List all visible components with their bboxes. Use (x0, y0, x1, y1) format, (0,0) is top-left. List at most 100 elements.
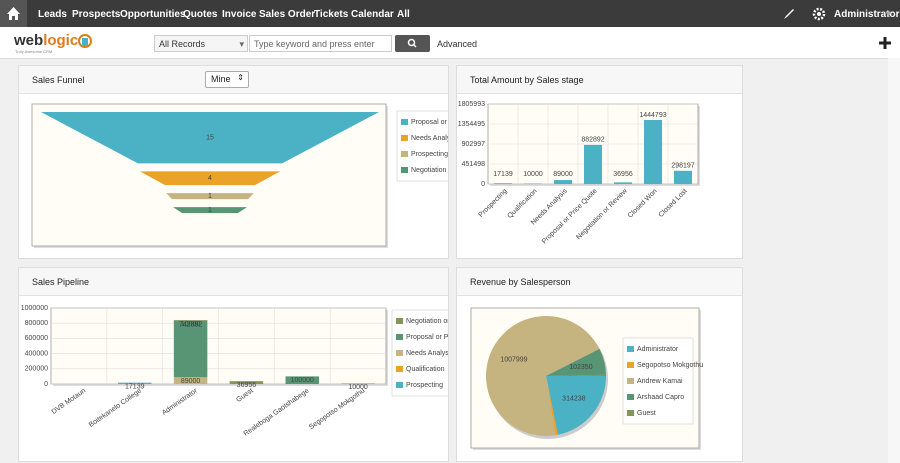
add-button[interactable] (878, 36, 892, 50)
nav-item[interactable]: Leads (38, 9, 67, 20)
panel-title: Sales Pipeline (32, 277, 90, 287)
legend-label: Guest (637, 410, 656, 417)
legend-label: Proposal or Pric (411, 119, 448, 126)
value-label: 89000 (181, 378, 201, 385)
nav-item[interactable]: Sales Order (259, 9, 316, 20)
select-caret: ▾ (239, 39, 244, 49)
x-tick-label: Closed Won (627, 188, 659, 220)
nav-item[interactable]: Prospects (72, 9, 121, 20)
y-tick-label: 0 (481, 181, 485, 188)
y-tick-label: 400000 (25, 350, 48, 357)
value-label: 17139 (493, 171, 513, 178)
value-label: 1 (208, 207, 212, 214)
legend-swatch (627, 378, 634, 384)
legend-swatch (396, 318, 403, 324)
legend-swatch (401, 135, 408, 141)
panel-sales-funnel: Sales Funnel Mine ⇕ 15 4 1 1 Proposal or Pric… (18, 65, 449, 259)
user-caret: ▾ (886, 9, 892, 20)
value-label: 10000 (523, 171, 543, 178)
legend-label: Negotiation or R (411, 167, 448, 174)
legend-swatch (401, 151, 408, 157)
search-button[interactable] (395, 35, 430, 52)
search-placeholder: Type keyword and press enter (254, 39, 375, 49)
pie-slice (546, 376, 606, 435)
logo-tagline: Truly Awesome CRM (15, 49, 53, 54)
pie-slice (546, 348, 606, 376)
x-tick-label: Realeboga Gaotshabege (243, 387, 311, 437)
value-label: 36956 (237, 382, 257, 389)
owner-filter[interactable]: Mine ⇕ (205, 71, 249, 88)
bar-segment (173, 377, 208, 384)
logo-icon (78, 34, 92, 48)
x-tick-label: Closed Lost (658, 188, 689, 219)
pie-slice (486, 316, 600, 436)
y-tick-label: 451498 (462, 161, 485, 168)
brush-icon[interactable] (782, 7, 796, 21)
search-input[interactable]: Type keyword and press enter (249, 35, 392, 52)
nav-item[interactable]: All (397, 9, 410, 20)
legend-label: Qualification (406, 366, 445, 373)
bar-segment (173, 320, 208, 321)
legend-label: Arshaad Capro (637, 394, 684, 401)
legend-label: Needs Analysis (411, 135, 448, 142)
x-tick-label: Qualification (507, 188, 539, 220)
chart: 0 200000 400000 600000 800000 1000000 DVB Mota… (21, 305, 448, 438)
user-menu[interactable]: Administrator (834, 9, 900, 20)
value-label: 882892 (581, 137, 604, 144)
x-tick-label: Prospecting (478, 188, 509, 219)
nav-item[interactable]: Tickets (314, 9, 349, 20)
records-select-text: All Records (159, 39, 206, 49)
bar (674, 170, 692, 184)
legend-swatch (627, 394, 634, 400)
nav-item[interactable]: Quotes (183, 9, 218, 20)
legend-label: Prospecting (406, 382, 443, 389)
settings-icon[interactable] (812, 7, 826, 21)
legend-swatch (627, 362, 634, 368)
bar (614, 182, 632, 184)
bar-segment (173, 320, 208, 378)
bar-segment (118, 382, 152, 384)
bar (644, 120, 662, 184)
filter-caret: ⇕ (237, 73, 244, 82)
value-label: 89000 (553, 171, 573, 178)
logo-logic: logic (43, 32, 79, 49)
panel-header: Sales Pipeline (19, 268, 448, 296)
legend-label: Andrew Kamai (637, 378, 683, 385)
y-tick-label: 1000000 (21, 305, 48, 312)
y-tick-label: 800000 (25, 320, 48, 327)
value-label: 10000 (348, 384, 368, 391)
legend (622, 337, 694, 425)
legend-label: Segopotso Mokgothu (637, 362, 703, 369)
records-select[interactable]: All Records ▾ (154, 35, 248, 52)
panel-sales-stage: Total Amount by Sales stage 0 451498 90299… (456, 65, 743, 259)
value-label: 1007999 (500, 356, 527, 363)
advanced-link[interactable]: Advanced (437, 39, 478, 49)
nav-item[interactable]: Opportunities (120, 9, 186, 20)
pie-slice (546, 374, 606, 376)
legend-label: Negotiation or Re (406, 318, 448, 325)
x-tick-label: Administrator (161, 387, 199, 417)
panel-revenue: Revenue by Salesperson 314238 1007999 1023… (456, 267, 743, 462)
legend-swatch (396, 382, 403, 388)
value-label: 1 (208, 193, 212, 200)
nav-item[interactable]: Calendar (351, 9, 394, 20)
value-label: 314238 (562, 396, 585, 403)
home-icon[interactable] (0, 0, 27, 27)
funnel-section (41, 112, 379, 164)
toolbar: weblogic Truly Awesome CRM All Records ▾… (0, 27, 900, 59)
value-label: 15 (206, 135, 214, 142)
panel-title: Total Amount by Sales stage (470, 75, 584, 85)
y-tick-label: 200000 (25, 366, 48, 373)
bar (494, 183, 512, 184)
funnel-section (166, 193, 254, 200)
value-label: 1444793 (639, 112, 666, 119)
panel-sales-pipeline: Sales Pipeline 0 200000 400000 600000 800000… (18, 267, 449, 462)
x-tick-label: DVB Motaun (51, 387, 88, 416)
bar-segment (341, 383, 375, 384)
search-icon (407, 38, 417, 48)
y-tick-label: 1805993 (458, 101, 485, 108)
y-tick-label: 902997 (462, 141, 485, 148)
logo[interactable]: weblogic (14, 32, 78, 49)
nav-item[interactable]: Invoice (222, 9, 257, 20)
